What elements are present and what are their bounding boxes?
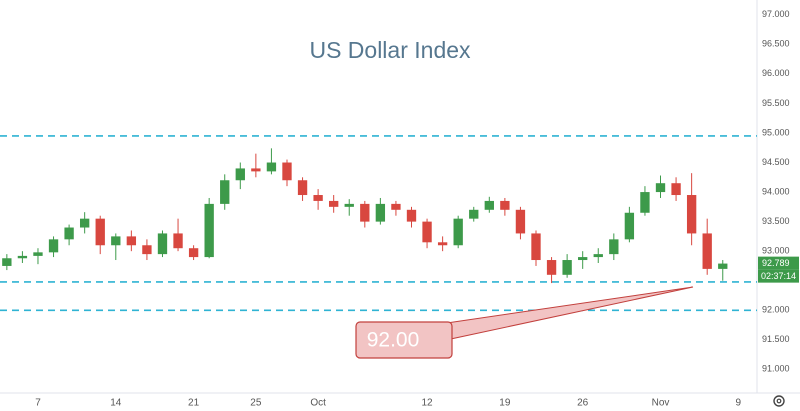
y-tick-label: 94.500 xyxy=(762,157,790,167)
chart-title: US Dollar Index xyxy=(309,37,471,63)
candle-body xyxy=(437,242,448,246)
y-tick-label: 91.000 xyxy=(762,364,790,374)
callout-box xyxy=(355,321,453,359)
y-tick-label: 94.000 xyxy=(762,186,790,196)
callout-pointer xyxy=(439,286,694,341)
candle-body xyxy=(593,254,603,258)
last-price-label: 92.789 xyxy=(762,258,790,268)
candle-body xyxy=(111,236,121,246)
candle-body xyxy=(79,218,90,228)
x-tick-label: 9 xyxy=(736,398,742,409)
y-tick-label: 95.500 xyxy=(762,98,790,108)
candle-body xyxy=(126,236,137,246)
settings-icon[interactable] xyxy=(773,395,785,407)
candle-body xyxy=(624,212,635,240)
candle-body xyxy=(266,162,277,172)
x-tick-label: 7 xyxy=(35,398,41,409)
y-tick-label: 91.500 xyxy=(762,334,790,344)
x-tick-label: 19 xyxy=(499,398,511,409)
candle-body xyxy=(142,245,152,255)
candle-body xyxy=(531,233,541,261)
candle-body xyxy=(313,195,323,201)
candle-body xyxy=(500,200,510,210)
candle-body xyxy=(64,227,74,240)
y-tick-label: 93.500 xyxy=(762,216,790,226)
candle-body xyxy=(188,248,199,258)
candle-body xyxy=(546,260,557,275)
candle-body xyxy=(578,257,588,261)
x-tick-label: Nov xyxy=(652,398,670,409)
countdown-tag xyxy=(758,269,799,283)
y-tick-label: 96.000 xyxy=(762,68,790,78)
candle-body xyxy=(406,209,417,222)
candle-body xyxy=(453,218,463,246)
x-tick-label: 14 xyxy=(110,398,122,409)
candle-body xyxy=(173,233,183,249)
y-tick-label: 97.000 xyxy=(762,9,790,19)
candle-body xyxy=(344,203,354,207)
candle-body xyxy=(220,180,230,204)
candle-body xyxy=(391,203,401,210)
candle-body xyxy=(718,263,728,269)
last-price-tag xyxy=(758,256,799,270)
candle-body xyxy=(17,255,28,259)
candle-body xyxy=(297,180,308,196)
y-tick-label: 96.500 xyxy=(762,39,790,49)
x-tick-label: 12 xyxy=(421,398,433,409)
countdown-label: 02:37:14 xyxy=(761,271,796,281)
x-tick-label: 25 xyxy=(250,398,262,409)
candle-body xyxy=(562,260,572,275)
candle-body xyxy=(515,209,526,234)
candle-body xyxy=(329,200,339,207)
candle-body xyxy=(282,162,292,181)
candle-body xyxy=(702,233,712,269)
candle-body xyxy=(48,239,59,253)
settings-gear[interactable] xyxy=(773,395,785,407)
settings-hub[interactable] xyxy=(776,398,782,404)
candle-body xyxy=(360,203,370,222)
candle-body xyxy=(2,258,12,266)
candle-body xyxy=(157,233,168,255)
callout-text: 92.00 xyxy=(367,329,420,352)
candle-body xyxy=(95,218,105,246)
candle-body xyxy=(375,203,386,222)
x-tick-label: 26 xyxy=(577,398,589,409)
candle-body xyxy=(609,239,619,255)
candle-body xyxy=(686,195,697,234)
y-tick-label: 93.000 xyxy=(762,246,790,256)
candle-body xyxy=(469,209,479,219)
candle-body xyxy=(655,183,666,193)
candle-body xyxy=(422,221,432,243)
candle-body xyxy=(33,252,43,256)
candle-body xyxy=(235,168,245,181)
y-tick-label: 95.000 xyxy=(762,127,790,137)
candle-body xyxy=(251,168,261,172)
x-tick-label: 21 xyxy=(188,398,200,409)
candle-body xyxy=(640,192,650,213)
candle-body xyxy=(204,203,214,258)
candle-body xyxy=(484,200,494,210)
candle-body xyxy=(671,183,681,196)
x-tick-label: Oct xyxy=(310,398,326,409)
y-tick-label: 92.000 xyxy=(762,305,790,315)
